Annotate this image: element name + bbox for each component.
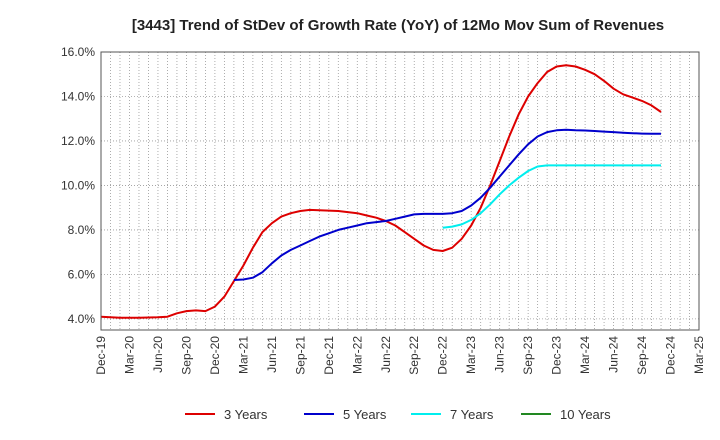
x-tick-label: Mar-21 (236, 336, 250, 374)
x-tick-label: Dec-20 (208, 336, 222, 375)
y-tick-label: 14.0% (61, 89, 95, 103)
series-line-5-years (233, 128, 661, 281)
legend-label: 5 Years (343, 407, 387, 422)
series-line-7-years (442, 164, 661, 229)
x-tick-label: Sep-24 (635, 336, 649, 375)
series-line-3-years (100, 64, 662, 319)
chart-title: [3443] Trend of StDev of Growth Rate (Yo… (132, 17, 664, 34)
legend-label: 3 Years (224, 407, 268, 422)
x-tick-label: Mar-23 (464, 336, 478, 374)
series-layer (100, 64, 662, 319)
x-tick-label: Jun-20 (151, 336, 165, 373)
legend-label: 10 Years (560, 407, 611, 422)
x-tick-label: Dec-22 (436, 336, 450, 375)
y-tick-label: 16.0% (61, 45, 95, 59)
x-axis-ticks: Dec-19 Mar-20 Jun-20 Sep-20 Dec-20 Mar-21 Jun-… (94, 336, 706, 375)
y-tick-label: 8.0% (68, 223, 96, 237)
x-tick-label: Jun-21 (265, 336, 279, 373)
x-tick-label: Dec-21 (322, 336, 336, 375)
y-tick-label: 6.0% (68, 267, 96, 281)
x-tick-label: Sep-20 (179, 336, 193, 375)
x-tick-label: Mar-22 (350, 336, 364, 374)
x-tick-label: Sep-22 (407, 336, 421, 375)
y-axis-ticks: 4.0% 6.0% 8.0% 10.0% 12.0% 14.0% 16.0% (61, 45, 95, 326)
x-tick-label: Jun-24 (607, 336, 621, 373)
plot-frame (100, 51, 700, 331)
x-tick-label: Jun-23 (493, 336, 507, 373)
x-tick-label: Mar-25 (692, 336, 706, 374)
x-tick-label: Dec-23 (550, 336, 564, 375)
y-tick-label: 4.0% (68, 312, 96, 326)
grid (100, 51, 700, 330)
x-tick-label: Sep-23 (521, 336, 535, 375)
x-tick-label: Jun-22 (379, 336, 393, 373)
y-tick-label: 12.0% (61, 134, 95, 148)
x-tick-label: Mar-20 (122, 336, 136, 374)
x-tick-label: Mar-24 (578, 336, 592, 374)
x-tick-label: Dec-19 (94, 336, 108, 375)
x-tick-label: Dec-24 (664, 336, 678, 375)
legend: 3 Years 5 Years 7 Years 10 Years (185, 407, 611, 422)
y-tick-label: 10.0% (61, 178, 95, 192)
x-tick-label: Sep-21 (293, 336, 307, 375)
legend-label: 7 Years (450, 407, 494, 422)
